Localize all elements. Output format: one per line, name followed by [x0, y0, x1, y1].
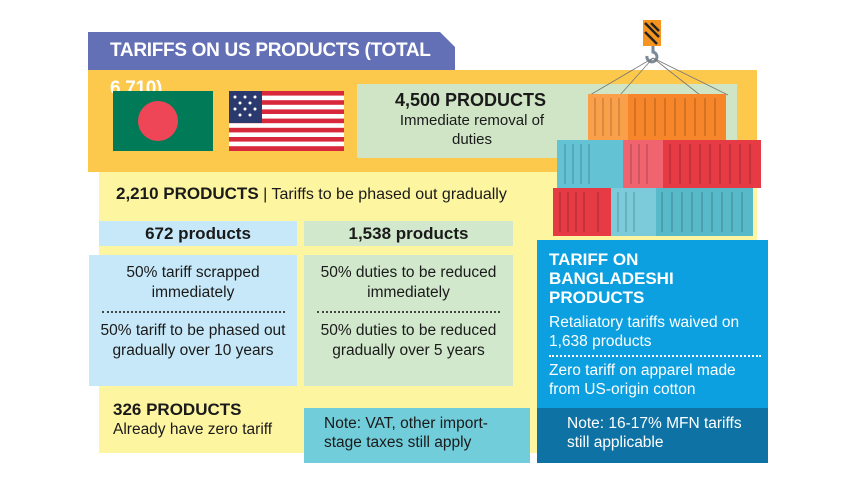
- gradual-summary: 2,210 PRODUCTS | Tariffs to be phased ou…: [116, 184, 507, 204]
- mfn-note-text: Note: 16-17% MFN tariffs still applicabl…: [567, 415, 742, 451]
- divider: [549, 355, 761, 357]
- mfn-note: Note: 16-17% MFN tariffs still applicabl…: [537, 408, 768, 463]
- title-fold: [440, 32, 455, 47]
- bangladesh-flag-icon: [113, 91, 213, 151]
- gradual-heading: 2,210 PRODUCTS: [116, 184, 259, 203]
- column-672-body: 50% tariff scrapped immediately 50% tari…: [89, 255, 297, 386]
- vat-note-text: Note: VAT, other import-stage taxes stil…: [324, 415, 488, 451]
- column-1538-body: 50% duties to be reduced immediately 50%…: [304, 255, 513, 386]
- bangladesh-tariff-panel: TARIFF ON BANGLADESHI PRODUCTS Retaliato…: [537, 240, 768, 463]
- column-672-top: 50% tariff scrapped immediately: [126, 264, 260, 301]
- bangladesh-content: TARIFF ON BANGLADESHI PRODUCTS Retaliato…: [549, 250, 761, 399]
- zero-text: Already have zero tariff: [113, 421, 273, 438]
- divider: [317, 311, 500, 313]
- immediate-heading: 4,500 PRODUCTS: [395, 90, 547, 110]
- zero-heading: 326 PRODUCTS: [113, 400, 242, 419]
- immediate-text: Immediate removal of duties: [399, 112, 545, 148]
- shipping-containers-icon: [553, 20, 761, 236]
- column-1538-bottom: 50% duties to be reduced gradually over …: [320, 322, 497, 359]
- bangladesh-item-1: Retaliatory tariffs waived on 1,638 prod…: [549, 314, 740, 350]
- column-672-bottom: 50% tariff to be phased out gradually ov…: [100, 322, 286, 359]
- bangladesh-heading: TARIFF ON BANGLADESHI PRODUCTS: [549, 250, 674, 307]
- page-title: TARIFFS ON US PRODUCTS (TOTAL 6,710): [88, 32, 455, 99]
- divider: [102, 311, 285, 313]
- gradual-text: Tariffs to be phased out gradually: [271, 186, 507, 203]
- zero-tariff-summary: 326 PRODUCTS Already have zero tariff: [113, 400, 272, 439]
- column-header-672: 672 products: [99, 221, 297, 246]
- us-flag-icon: [229, 91, 344, 151]
- bangladesh-item-2: Zero tariff on apparel made from US-orig…: [549, 362, 736, 398]
- gradual-separator: |: [263, 186, 268, 203]
- column-1538-top: 50% duties to be reduced immediately: [320, 264, 497, 301]
- column-header-1538: 1,538 products: [304, 221, 513, 246]
- vat-note: Note: VAT, other import-stage taxes stil…: [304, 408, 530, 463]
